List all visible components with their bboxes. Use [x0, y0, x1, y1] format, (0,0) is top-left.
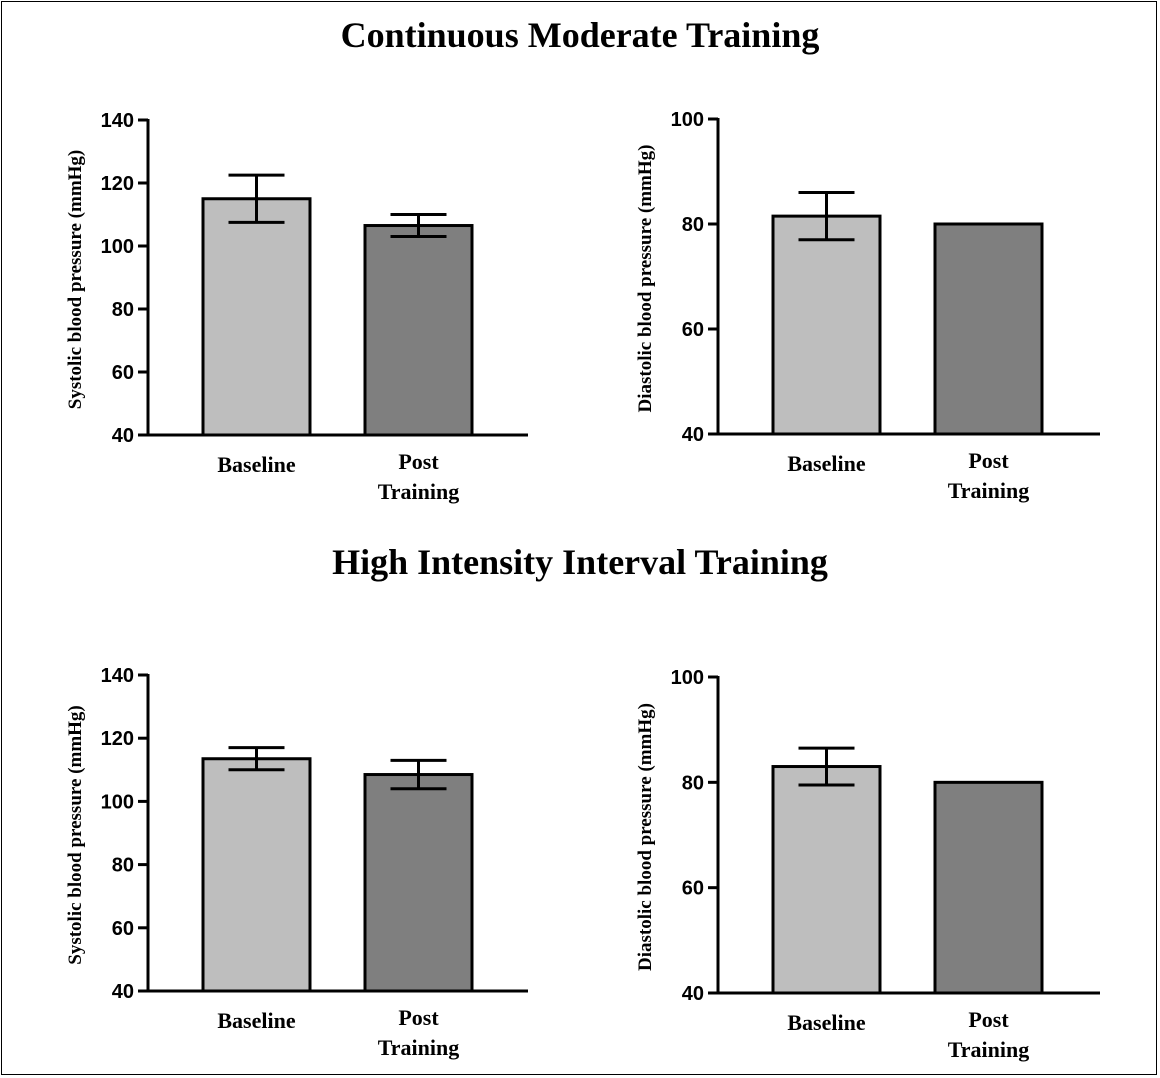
y-tick-label: 140	[101, 665, 134, 687]
x-category-label-post-training: Training	[948, 478, 1030, 503]
y-tick-label: 80	[112, 855, 134, 877]
y-tick-label: 100	[101, 791, 134, 813]
chart-hiit-systolic: 40 60 80 100 120 140 Systolic blood pressure (…	[65, 665, 528, 1060]
bar-post-training	[933, 222, 1044, 436]
y-tick-label: 40	[112, 981, 134, 1003]
y-axis-title: Diastolic blood pressure (mmHg)	[635, 145, 656, 413]
y-tick-label: 100	[101, 236, 134, 258]
bar-post-training	[363, 773, 474, 993]
y-tick-label: 140	[101, 110, 134, 132]
y-tick-label: 80	[682, 772, 704, 794]
y-tick-label: 80	[682, 214, 704, 236]
y-axis-title: Systolic blood pressure (mmHg)	[65, 705, 86, 965]
y-axis-title: Systolic blood pressure (mmHg)	[65, 150, 86, 410]
x-category-label-baseline: Baseline	[787, 1010, 865, 1035]
y-tick-label: 60	[682, 878, 704, 900]
x-category-label-post-training: Training	[378, 1035, 460, 1060]
y-axis-title: Diastolic blood pressure (mmHg)	[635, 703, 656, 971]
bar-baseline	[771, 765, 882, 995]
y-tick-label: 60	[682, 319, 704, 341]
x-category-label-post-training: Post	[398, 449, 439, 474]
y-tick-label: 60	[112, 362, 134, 384]
y-tick-label: 40	[112, 425, 134, 447]
x-category-label-post-training: Post	[398, 1005, 439, 1030]
chart-cmt-systolic: 40 60 80 100 120 140 Systolic blood pressure (…	[65, 110, 528, 504]
y-tick-label: 40	[682, 424, 704, 446]
y-tick-label: 40	[682, 983, 704, 1005]
bar-post-training	[933, 780, 1044, 995]
x-category-label-baseline: Baseline	[787, 451, 865, 476]
bar-baseline	[771, 214, 882, 436]
y-tick-label: 80	[112, 299, 134, 321]
section-title-continuous-moderate: Continuous Moderate Training	[340, 15, 820, 55]
section-title-high-intensity: High Intensity Interval Training	[332, 542, 828, 582]
x-category-label-post-training: Post	[968, 1007, 1009, 1032]
y-tick-label: 60	[112, 918, 134, 940]
y-tick-label: 120	[101, 173, 134, 195]
x-category-label-baseline: Baseline	[217, 452, 295, 477]
bar-baseline	[201, 757, 312, 993]
x-category-label-post-training: Training	[948, 1037, 1030, 1062]
bar-post-training	[363, 224, 474, 437]
x-category-label-baseline: Baseline	[217, 1008, 295, 1033]
y-tick-label: 100	[671, 667, 704, 689]
chart-cmt-diastolic: 40 60 80 100 Diastolic blood pressure (mmHg)…	[635, 109, 1100, 503]
y-tick-label: 120	[101, 728, 134, 750]
x-category-label-post-training: Post	[968, 448, 1009, 473]
x-category-label-post-training: Training	[378, 479, 460, 504]
y-tick-label: 100	[671, 109, 704, 131]
